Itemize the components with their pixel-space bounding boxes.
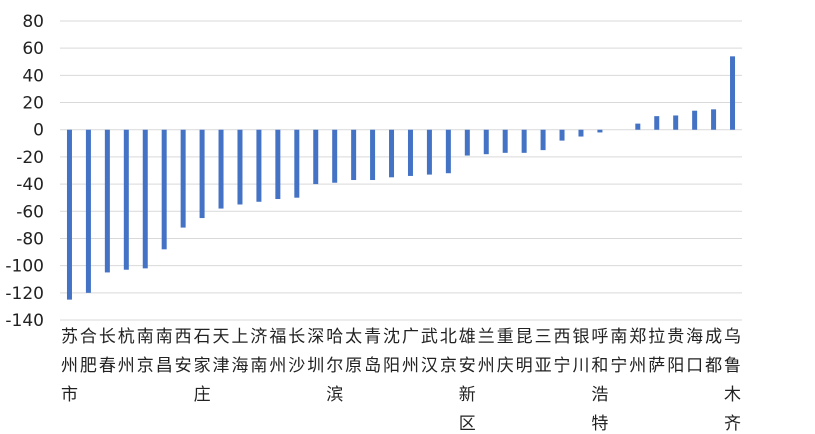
bar — [275, 129, 281, 200]
x-category-label: 三亚 — [535, 327, 552, 376]
x-category-label: 拉萨 — [648, 327, 665, 376]
x-category-label: 西安 — [175, 327, 192, 376]
bar — [426, 129, 432, 175]
x-category-label: 沈阳 — [383, 327, 400, 376]
bar — [332, 129, 338, 183]
y-tick-label: -80 — [16, 229, 44, 249]
bar — [351, 129, 357, 181]
y-tick-label: 80 — [22, 12, 44, 32]
bar — [711, 109, 717, 130]
bar — [578, 129, 584, 137]
x-category-label: 哈尔滨 — [326, 327, 343, 405]
x-category-label: 郑州 — [629, 327, 646, 376]
x-category-label: 西宁 — [554, 327, 571, 376]
y-tick-label: 20 — [22, 94, 44, 114]
bar — [521, 129, 527, 153]
bar — [370, 129, 376, 181]
bar — [66, 129, 72, 300]
x-category-label: 乌鲁木齐 — [724, 327, 741, 434]
x-category-label: 合肥 — [80, 327, 97, 376]
bar — [635, 123, 641, 130]
x-category-label: 苏州市 — [61, 327, 78, 405]
x-axis-categories: 苏州市合肥长春杭州南京南昌西安石家庄天津上海济南福州长沙深圳哈尔滨太原青岛沈阳广… — [61, 327, 741, 434]
bar — [540, 129, 546, 151]
x-category-label: 南京 — [137, 327, 154, 376]
x-category-label: 银川 — [572, 327, 589, 376]
x-category-label: 上海 — [231, 327, 248, 376]
x-category-label: 成都 — [705, 327, 722, 376]
x-category-label: 雄安新区 — [459, 327, 476, 434]
bar — [730, 56, 736, 130]
x-category-label: 深圳 — [307, 327, 324, 376]
x-category-label: 北京 — [440, 327, 457, 376]
x-category-label: 南昌 — [156, 327, 173, 376]
x-category-label: 福州 — [269, 327, 286, 376]
bar — [502, 129, 508, 153]
gridlines — [60, 20, 742, 321]
x-category-label: 济南 — [250, 327, 267, 376]
y-tick-label: 60 — [22, 39, 44, 59]
y-tick-label: -60 — [16, 202, 44, 222]
x-category-label: 石家庄 — [194, 327, 211, 405]
x-category-label: 天津 — [213, 327, 230, 376]
bar — [407, 129, 413, 176]
bar — [142, 129, 148, 269]
bars — [66, 56, 736, 300]
bar — [85, 129, 91, 293]
bar — [313, 129, 319, 185]
y-tick-label: -40 — [16, 175, 44, 195]
y-axis-ticks: 80 60 40 20 0 -20 -40 -60 -80 -100 -120 -140 — [5, 12, 44, 331]
bar — [123, 129, 129, 270]
x-category-label: 长春 — [99, 327, 116, 376]
bar — [483, 129, 489, 155]
x-category-label: 兰州 — [478, 327, 495, 376]
bar — [256, 129, 262, 202]
x-category-label: 呼和浩特 — [591, 327, 608, 434]
x-category-label: 太原 — [345, 327, 362, 376]
x-category-label: 青岛 — [364, 327, 381, 376]
bar — [237, 129, 243, 205]
y-tick-label: 40 — [22, 66, 44, 86]
bar — [180, 129, 186, 228]
x-category-label: 昆明 — [516, 327, 533, 376]
y-tick-label: -20 — [16, 148, 44, 168]
y-tick-label: -100 — [5, 257, 44, 277]
bar — [161, 129, 167, 250]
bar — [673, 115, 679, 130]
y-tick-label: -120 — [5, 284, 44, 304]
bar — [464, 129, 470, 156]
x-category-label: 贵阳 — [667, 327, 684, 376]
bar — [389, 129, 395, 178]
bar — [218, 129, 224, 209]
x-category-label: 海口 — [686, 327, 703, 376]
x-category-label: 杭州 — [118, 327, 135, 376]
bar — [104, 129, 110, 273]
y-tick-label: 0 — [33, 121, 44, 141]
bar — [445, 129, 451, 174]
x-category-label: 长沙 — [288, 327, 305, 376]
y-tick-label: -140 — [5, 311, 44, 331]
bar — [692, 110, 698, 130]
x-category-label: 南宁 — [610, 327, 627, 376]
x-category-label: 武汉 — [421, 327, 438, 376]
bar — [559, 129, 565, 141]
bar — [597, 129, 603, 133]
x-category-label: 重庆 — [497, 327, 514, 376]
x-category-label: 广州 — [402, 327, 419, 376]
bar — [199, 129, 205, 219]
bar — [654, 116, 660, 130]
bar — [294, 129, 300, 198]
